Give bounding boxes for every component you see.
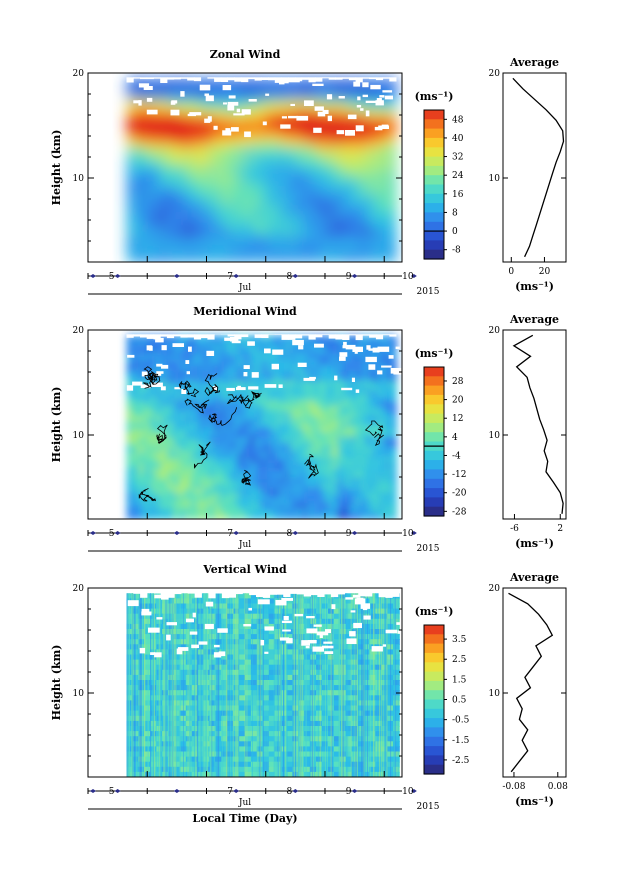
panel-title: Vertical Wind xyxy=(202,563,287,576)
profile-x-label: (ms⁻¹) xyxy=(515,537,554,550)
profile-x-label: (ms⁻¹) xyxy=(515,795,554,808)
colorbar-tick-label: 0.5 xyxy=(452,696,467,706)
colorbar-tick-label: -28 xyxy=(452,507,467,517)
month-label: Jul xyxy=(238,540,251,550)
colorbar-tick-label: -4 xyxy=(452,451,461,461)
colorbar-tick-label: 8 xyxy=(452,208,458,218)
x-tick-label: 10 xyxy=(402,272,414,282)
month-label: Jul xyxy=(238,798,251,808)
colorbar-tick-label: -8 xyxy=(452,246,461,256)
y-tick-label: 20 xyxy=(73,326,85,336)
colorbar-unit-label: (ms⁻¹) xyxy=(415,605,454,618)
plot-frame xyxy=(87,587,403,778)
profile-x-tick-label: 2 xyxy=(557,524,563,534)
average-profile: Average 10 20 -6 2(ms⁻¹) xyxy=(489,313,567,550)
x-tick-label: 9 xyxy=(346,787,352,797)
heatmap-field xyxy=(126,592,402,777)
colorbar-tick-label: 12 xyxy=(452,414,463,424)
colorbar-tick-label: 32 xyxy=(452,153,463,163)
colorbar-tick-label: 28 xyxy=(452,377,464,387)
profile-y-tick-label: 20 xyxy=(489,326,501,336)
profile-title: Average xyxy=(509,313,559,326)
y-tick-label: 10 xyxy=(73,431,85,441)
panel-2: Meridional Wind 10 20 Height (km) 5 7 8 9 10 Jul 2… xyxy=(50,305,567,554)
profile-y-tick-label: 10 xyxy=(489,431,501,441)
y-tick-label: 20 xyxy=(73,584,85,594)
plot-frame xyxy=(87,329,403,520)
year-label: 2015 xyxy=(417,802,440,812)
colorbar-tick-label: 16 xyxy=(452,190,464,200)
profile-line xyxy=(512,334,564,514)
colorbar-tick-label: -0.5 xyxy=(452,716,470,726)
average-profile: Average 10 20 -0.08 0.08 (ms⁻¹) xyxy=(489,571,569,808)
year-label: 2015 xyxy=(417,287,440,297)
colorbar-tick-label: 4 xyxy=(452,433,458,443)
x-tick-label: 10 xyxy=(402,787,414,797)
colorbar-unit-label: (ms⁻¹) xyxy=(415,347,454,360)
profile-y-tick-label: 20 xyxy=(489,69,501,79)
colorbar-tick-label: -2.5 xyxy=(452,756,470,766)
colorbar-tick-label: 3.5 xyxy=(452,635,467,645)
y-tick-label: 10 xyxy=(73,174,85,184)
colorbar-tick-label: 40 xyxy=(452,134,464,144)
profile-x-tick-label: -6 xyxy=(510,524,519,534)
x-tick-label: 7 xyxy=(227,272,233,282)
x-tick-label: 5 xyxy=(109,272,115,282)
profile-y-tick-label: 10 xyxy=(489,689,501,699)
x-tick-label: 8 xyxy=(286,529,292,539)
panel-1: Zonal Wind 10 20 Height (km) 5 7 8 9 10 Jul 2015 48… xyxy=(50,48,567,297)
panel-title: Zonal Wind xyxy=(210,48,281,61)
bottom-xlabel: Local Time (Day) xyxy=(192,812,297,825)
profile-title: Average xyxy=(509,56,559,69)
colorbar-tick-label: 20 xyxy=(452,396,464,406)
x-tick-label: 5 xyxy=(109,787,115,797)
colorbar: 28 20 12 4 -4 -12 -20 -28 (ms⁻¹) xyxy=(415,347,467,517)
x-tick-label: 9 xyxy=(346,529,352,539)
y-tick-label: 20 xyxy=(73,69,85,79)
x-tick-label: 9 xyxy=(346,272,352,282)
colorbar-tick-label: 2.5 xyxy=(452,655,467,665)
profile-x-tick-label: 0.08 xyxy=(548,782,568,792)
y-tick-label: 10 xyxy=(73,689,85,699)
profile-y-tick-label: 10 xyxy=(489,174,501,184)
heatmap-field xyxy=(126,334,402,519)
x-tick-label: 8 xyxy=(286,272,292,282)
x-tick-label: 10 xyxy=(402,529,414,539)
profile-x-tick-label: 0 xyxy=(508,267,514,277)
colorbar-tick-label: 48 xyxy=(452,115,464,125)
heatmap-field xyxy=(126,77,397,262)
x-tick-label: 7 xyxy=(227,787,233,797)
profile-x-tick-label: 20 xyxy=(539,267,551,277)
profile-title: Average xyxy=(509,571,559,584)
profile-y-tick-label: 20 xyxy=(489,584,501,594)
profile-line xyxy=(512,77,565,258)
month-label: Jul xyxy=(238,283,251,293)
x-tick-label: 5 xyxy=(109,529,115,539)
x-tick-label: 7 xyxy=(227,529,233,539)
colorbar-tick-label: -1.5 xyxy=(452,736,470,746)
colorbar-tick-label: 0 xyxy=(452,227,458,237)
colorbar: 48 40 32 24 16 8 0 -8 (ms⁻¹) xyxy=(415,90,464,260)
y-axis-label: Height (km) xyxy=(50,645,63,721)
profile-x-label: (ms⁻¹) xyxy=(515,280,554,293)
plot-frame xyxy=(87,72,403,263)
year-label: 2015 xyxy=(417,544,440,554)
profile-line xyxy=(508,592,554,773)
x-tick-label: 8 xyxy=(286,787,292,797)
colorbar-tick-label: -20 xyxy=(452,489,467,499)
profile-x-tick-label: -0.08 xyxy=(502,782,525,792)
average-profile: Average 10 20 0 20 (ms⁻¹) xyxy=(489,56,567,293)
y-axis-label: Height (km) xyxy=(50,387,63,463)
colorbar-tick-label: 1.5 xyxy=(452,675,467,685)
colorbar-tick-label: 24 xyxy=(452,171,464,181)
colorbar-unit-label: (ms⁻¹) xyxy=(415,90,454,103)
y-axis-label: Height (km) xyxy=(50,130,63,206)
colorbar-tick-label: -12 xyxy=(452,470,467,480)
panel-title: Meridional Wind xyxy=(193,305,297,318)
colorbar: 3.5 2.5 1.5 0.5 -0.5 -1.5 -2.5 (ms⁻¹) xyxy=(415,605,470,775)
